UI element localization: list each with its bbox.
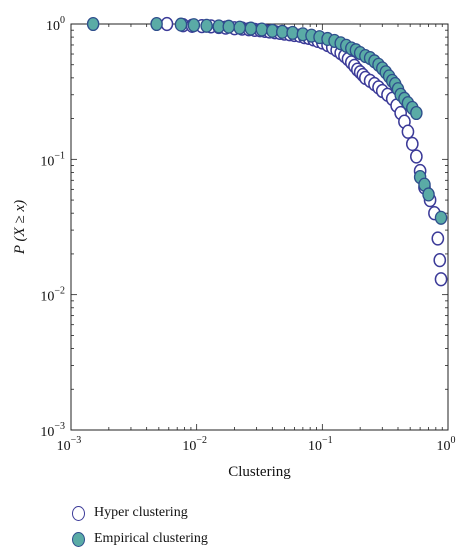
- x-tick-label: 100: [437, 435, 456, 454]
- filled-circle-marker-icon: [72, 531, 85, 547]
- hyper-point: [434, 272, 448, 287]
- legend-item-hyper: Hyper clustering: [72, 500, 208, 526]
- empirical-point: [422, 187, 435, 202]
- open-circle-marker-icon: [72, 505, 85, 521]
- empirical-point: [222, 19, 235, 34]
- empirical-point: [255, 22, 269, 37]
- empirical-point: [150, 16, 163, 32]
- y-axis-label: P (X ≥ x): [12, 200, 28, 255]
- empirical-point: [233, 20, 246, 35]
- empirical-point: [174, 17, 188, 32]
- empirical-point: [434, 210, 448, 225]
- y-tick-label: 10−2: [40, 286, 65, 305]
- empirical-point: [244, 21, 258, 36]
- empirical-point: [187, 18, 201, 33]
- x-tick-label: 10−1: [308, 435, 333, 454]
- empirical-point: [276, 24, 289, 39]
- empirical-point: [286, 25, 299, 40]
- x-tick-label: 10−2: [182, 435, 207, 454]
- hyper-point: [405, 136, 419, 152]
- legend-label-empirical: Empirical clustering: [94, 531, 208, 546]
- hyper-point: [433, 252, 447, 268]
- x-tick-label: 10−3: [57, 435, 82, 454]
- empirical-point: [410, 105, 423, 121]
- hyper-point: [431, 231, 445, 246]
- legend-item-empirical: Empirical clustering: [72, 526, 208, 552]
- legend-label-hyper: Hyper clustering: [94, 505, 188, 520]
- empirical-point: [200, 18, 213, 33]
- y-tick-label: 10−1: [40, 150, 65, 169]
- y-tick-label: 10−3: [40, 421, 65, 440]
- x-axis-label: Clustering: [228, 464, 291, 480]
- legend: Hyper clustering Empirical clustering: [72, 500, 208, 552]
- hyper-point: [401, 124, 415, 139]
- y-tick-label: 100: [46, 15, 65, 34]
- empirical-point: [86, 16, 100, 32]
- hyper-point: [410, 149, 423, 164]
- hyper-point: [160, 16, 174, 32]
